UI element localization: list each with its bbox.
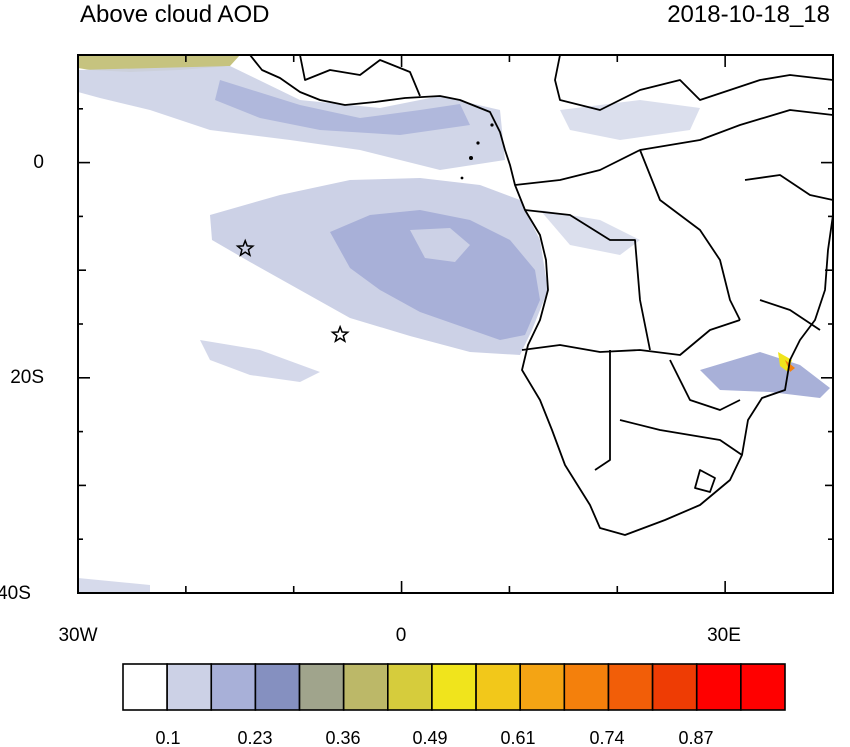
border-central-2: [639, 149, 741, 321]
colorbar-label-7: 0.87: [678, 728, 713, 747]
y-tick-label-0: 0: [33, 152, 44, 173]
colorbar-box-2: [166, 663, 213, 711]
colorbar-box-14: [695, 663, 742, 711]
colorbar-box-7: [386, 663, 433, 711]
border-west-africa: [299, 55, 421, 97]
coastlines: [249, 55, 833, 536]
colorbar-label-6: 0.74: [589, 728, 624, 747]
border-lesotho: [694, 469, 716, 493]
aod-patch-mozambique: [700, 352, 830, 398]
colorbar-box-5: [298, 663, 345, 711]
colorbar-box-8: [431, 663, 477, 711]
aod-plume-gap: [410, 228, 470, 262]
aod-field: [78, 55, 830, 593]
island-4: [490, 123, 494, 127]
colorbar-box-9: [475, 663, 522, 711]
aod-plume-core: [330, 210, 540, 340]
island-2: [469, 156, 473, 160]
border-namibia-botswana: [594, 350, 611, 471]
colorbar-label-1: 0.1: [155, 728, 180, 747]
colorbar-box-6: [342, 663, 389, 711]
island-3: [460, 176, 464, 180]
x-tick-label-30e: 30E: [707, 625, 741, 646]
aod-patch-hotspot-core: [785, 360, 795, 372]
x-tick-label-0: 0: [396, 625, 407, 646]
aod-patch-central-africa: [560, 100, 700, 140]
border-east-2: [759, 299, 821, 331]
colorbar-label-2: 0.23: [237, 728, 272, 747]
star-marker-1: [235, 238, 255, 257]
aod-patch-gulf-core: [215, 80, 470, 135]
colorbar-box-4: [254, 663, 301, 711]
x-tick-label-30w: 30W: [58, 625, 97, 646]
aod-streak-south: [200, 340, 320, 382]
border-north-1: [554, 55, 833, 111]
map-title: Above cloud AOD: [80, 1, 270, 28]
aod-patch-congo: [540, 210, 640, 255]
colorbar-label-3: 0.36: [325, 728, 360, 747]
colorbar-box-13: [651, 663, 698, 711]
border-namibia-angola: [521, 319, 741, 356]
colorbar-box-10: [519, 663, 566, 711]
border-central-1: [514, 109, 833, 186]
y-tick-label-20s: 20S: [10, 367, 44, 388]
border-zimbabwe: [669, 359, 741, 411]
y-tick-label-40s: 40S: [0, 583, 31, 604]
coast-africa-west-south-east: [249, 55, 833, 536]
star-markers: [235, 238, 350, 343]
colorbar-box-12: [607, 663, 654, 711]
date-label: 2018-10-18_18: [667, 1, 830, 28]
colorbar-box-11: [563, 663, 610, 711]
colorbar-box-3: [210, 663, 257, 711]
border-angola-drc: [524, 209, 651, 351]
colorbar-label-4: 0.49: [412, 728, 447, 747]
border-east-1: [744, 174, 833, 201]
colorbar-labels: 0.1 0.23 0.36 0.49 0.61 0.74 0.87: [155, 728, 713, 747]
islands: [460, 123, 494, 180]
aod-patch-southwest: [78, 578, 150, 593]
colorbar-box-15: [740, 663, 786, 711]
star-marker-2: [330, 324, 350, 343]
border-south-africa-north: [619, 419, 743, 456]
island-1: [476, 141, 480, 145]
colorbar: [122, 663, 786, 711]
colorbar-label-5: 0.61: [500, 728, 535, 747]
axis-ticks: [77, 54, 834, 594]
colorbar-box-1: [122, 663, 168, 711]
